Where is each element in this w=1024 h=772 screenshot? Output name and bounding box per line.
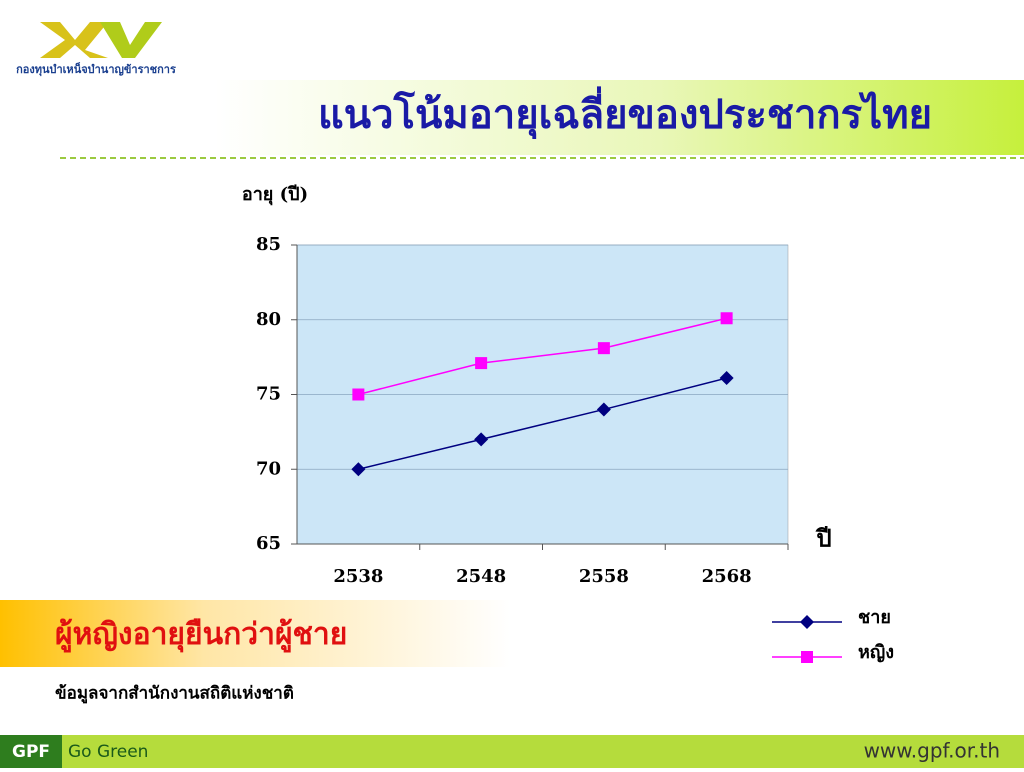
footer-badge: GPF [12,742,50,762]
point [352,388,365,401]
footer-slogan: Go Green [68,742,148,762]
point [351,462,366,477]
point [720,312,733,325]
y-tick-label: 70 [256,458,281,479]
source: ข้อมูลจากสำนักงานสถิติแห่งชาติ [55,684,294,705]
title-banner [215,80,1024,155]
point [474,432,489,447]
legend-label: ชาย [858,607,891,628]
x-tick-label: 2538 [333,566,383,587]
footer-bar [0,735,1024,768]
series-line [358,377,727,470]
y-tick-label: 65 [256,533,281,554]
logo [40,22,162,58]
callout: ผู้หญิงอายุยืนกว่าผู้ชาย [55,617,347,653]
point [596,402,611,417]
y-tick-label: 85 [256,234,281,255]
logo-text: กองทุนบำเหน็จบำนาญข้าราชการ [16,62,176,77]
chart-title: แนวโน้มอายุเฉลี่ยของประชากรไทย [318,86,932,140]
x-tick-label: 2558 [579,566,629,587]
callout-banner [0,600,510,667]
x-axis-label: ปี [815,524,831,553]
legend-marker [800,615,814,629]
x-tick-label: 2548 [456,566,506,587]
point [597,342,610,355]
y-tick-label: 80 [256,309,281,330]
point [475,357,488,370]
legend-label: หญิง [858,642,894,663]
y-axis-label: อายุ (ปี) [242,184,308,206]
series-line [358,317,727,396]
y-tick-label: 75 [256,384,281,405]
footer-url: www.gpf.or.th [864,739,1000,763]
footer-badge-box [0,735,62,768]
x-tick-label: 2568 [702,566,752,587]
legend-marker [801,651,813,663]
point [719,371,734,386]
